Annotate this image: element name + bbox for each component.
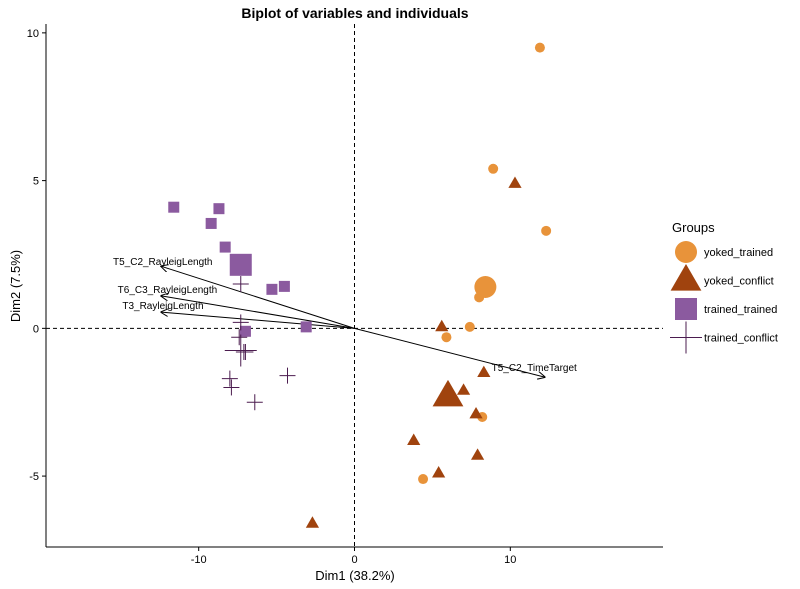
group-centroid: [474, 275, 497, 298]
x-axis-title: Dim1 (38.2%): [315, 568, 394, 583]
data-point: [464, 321, 475, 332]
data-point: [205, 217, 217, 229]
legend-marker: [675, 241, 697, 263]
legend: Groups yoked_trained yoked_conflicttraine…: [670, 220, 778, 354]
data-point: [488, 163, 499, 174]
legend-marker: [670, 264, 702, 291]
group-centroid: [432, 379, 464, 407]
data-point: [168, 201, 180, 213]
variable-label: T5_C2_RayleigLength: [113, 257, 213, 268]
data-point: [278, 280, 290, 292]
data-point: [232, 314, 249, 331]
x-tick-label: 0: [351, 554, 357, 566]
data-point: [279, 367, 296, 384]
legend-label: trained_trained: [704, 304, 777, 316]
data-point: [235, 343, 252, 360]
x-tick-label: 10: [504, 554, 516, 566]
data-point: [246, 394, 263, 411]
data-point: [231, 329, 248, 346]
y-tick-label: -5: [29, 471, 39, 483]
x-ticks: -10 0 10: [191, 547, 516, 566]
data-point: [232, 276, 249, 293]
variable-arrow: [161, 296, 355, 329]
y-ticks: -5 0 5 10: [27, 28, 46, 483]
variable-arrow: [161, 266, 355, 329]
data-point: [213, 203, 225, 215]
data-point: [239, 325, 251, 337]
data-point: [435, 319, 449, 332]
legend-label: yoked_trained: [704, 247, 773, 259]
data-point: [300, 321, 312, 333]
y-axis-title: Dim2 (7.5%): [8, 250, 23, 322]
data-point: [477, 365, 491, 377]
group-centroid: [224, 334, 257, 367]
variable-arrows: T5_C2_RayleigLength T6_C3_RayleigLength T3…: [113, 257, 577, 377]
data-point: [219, 241, 231, 253]
data-point: [508, 176, 522, 188]
data-point: [534, 42, 545, 53]
y-tick-label: 0: [33, 323, 39, 335]
plot-area: -10 0 10 -5 0 5 10 T5_C2_RayleigLength T6_C3_R…: [27, 24, 663, 566]
legend-label: yoked_conflict: [704, 276, 774, 288]
variable-label: T5_C2_TimeTarget: [492, 363, 577, 374]
data-points: [168, 42, 552, 528]
data-point: [407, 433, 421, 445]
data-point: [223, 379, 240, 396]
data-point: [469, 406, 483, 419]
data-point: [432, 466, 446, 478]
variable-arrow: [161, 312, 355, 329]
data-point: [418, 474, 429, 485]
variable-label: T3_RayleigLength: [122, 301, 203, 312]
data-point: [221, 370, 238, 387]
chart-title: Biplot of variables and individuals: [241, 5, 468, 21]
data-point: [541, 225, 552, 236]
data-point: [266, 283, 278, 295]
variable-arrow: [354, 327, 545, 377]
y-tick-label: 10: [27, 28, 39, 40]
legend-marker: [675, 298, 697, 320]
data-point: [456, 383, 471, 395]
legend-marker: [670, 321, 702, 354]
group-centroid: [229, 253, 252, 276]
data-point: [305, 516, 320, 528]
data-point: [470, 448, 485, 460]
legend-title: Groups: [672, 220, 715, 235]
legend-label: trained_conflict: [704, 333, 778, 345]
y-tick-label: 5: [33, 176, 39, 188]
x-tick-label: -10: [191, 554, 207, 566]
variable-label: T6_C3_RayleigLength: [118, 285, 218, 296]
data-point: [441, 332, 452, 343]
